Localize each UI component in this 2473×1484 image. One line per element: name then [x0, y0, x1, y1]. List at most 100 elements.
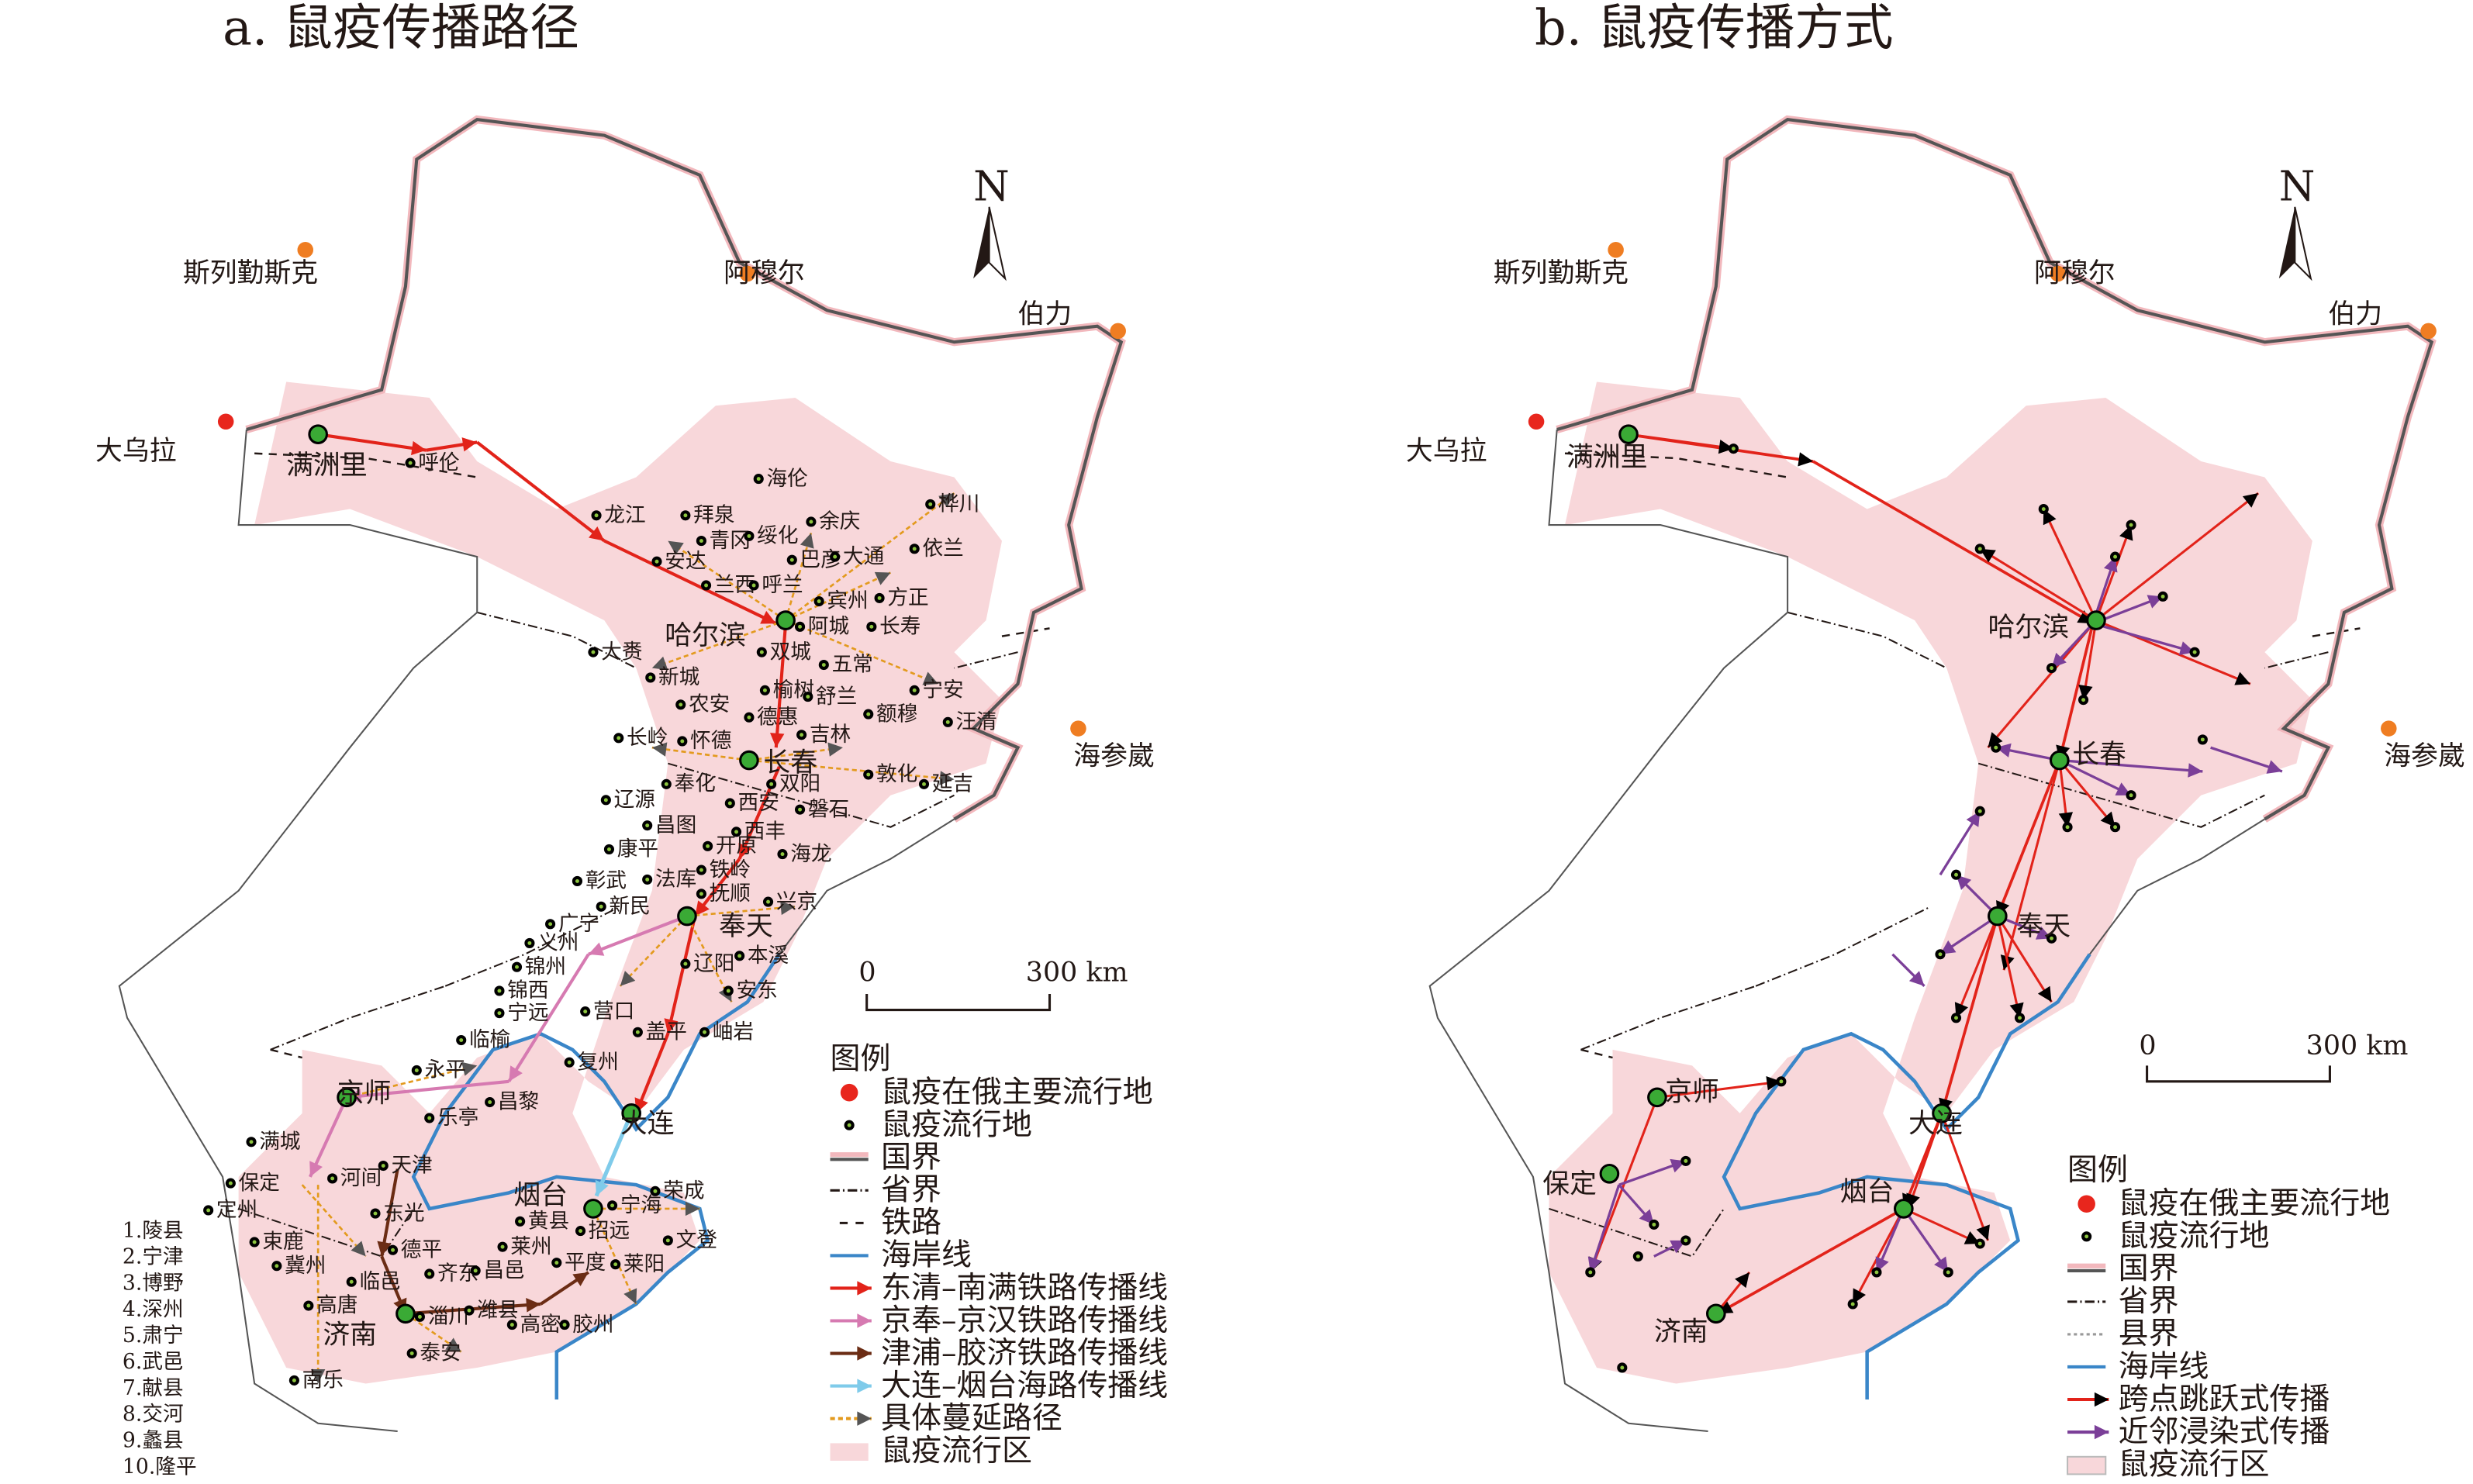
jump-spread-arrow	[2042, 508, 2098, 621]
plague-site-center	[2081, 698, 2086, 702]
place-label: 双城	[770, 640, 811, 664]
plague-site-center	[500, 1244, 505, 1249]
place-label: 新民	[609, 894, 650, 918]
place-label: 抚顺	[710, 882, 751, 906]
route-jingfeng-jinghan-head	[509, 1065, 523, 1082]
numbered-county-item: 6.武邑	[123, 1350, 184, 1374]
plague-site-center	[759, 650, 764, 654]
plague-site-center	[683, 513, 688, 518]
jump-spread-arrow-head	[1853, 1288, 1867, 1304]
jump-spread-arrow	[1716, 1207, 1905, 1315]
place-label: 本溪	[748, 944, 789, 968]
jump-spread-arrow	[2057, 623, 2095, 761]
place-label: 磐石	[808, 797, 849, 821]
north-arrow-icon: N	[2278, 163, 2315, 281]
neighbor-spread-arrow	[1589, 1184, 1621, 1273]
plague-site-center	[1977, 547, 1982, 551]
route-specific-spread-head	[623, 1288, 637, 1304]
plague-site-center	[653, 1189, 658, 1193]
plague-site-center	[821, 663, 826, 667]
jump-spread-arrow	[1940, 916, 1999, 1114]
numbered-county-item: 7.献县	[123, 1376, 184, 1400]
russia-city-label: 阿穆尔	[724, 257, 805, 288]
route-dongqing-nanman-head	[695, 900, 710, 916]
plague-site-center	[912, 688, 917, 692]
place-label: 乐亭	[437, 1106, 478, 1130]
russia-city-label: 伯力	[1018, 299, 1072, 330]
plague-site-center	[751, 583, 756, 588]
jump-spread-arrow	[1940, 1113, 1989, 1241]
place-label: 南乐	[302, 1368, 344, 1393]
russia-city-icon	[2078, 1195, 2095, 1213]
plague-site-center	[527, 940, 532, 945]
place-label: 宁远	[507, 1001, 548, 1025]
hub-city-marker	[739, 750, 759, 771]
route-specific-spread	[785, 492, 955, 622]
legend-symbol-6	[2067, 1392, 2109, 1407]
place-label: 盖平	[646, 1020, 687, 1044]
hub-city-marker	[1618, 424, 1639, 444]
route-specific-spread-head	[651, 656, 668, 671]
hub-city-marker	[337, 1087, 357, 1108]
place-label: 龙江	[604, 503, 645, 527]
place-label: 河间	[340, 1166, 382, 1190]
plague-site-center	[606, 847, 611, 851]
place-label: 定州	[216, 1198, 257, 1222]
plague-site-center	[869, 624, 874, 629]
legend-symbol-7	[830, 1313, 872, 1328]
plague-site-center	[877, 595, 882, 600]
plague-site-center	[591, 650, 596, 654]
plague-site-center	[330, 1176, 335, 1181]
russia-city-label: 大乌拉	[1406, 436, 1487, 467]
hub-city-marker	[1647, 1087, 1667, 1108]
route-jingfeng-jinghan-head	[309, 1161, 323, 1177]
plague-site-center	[1994, 745, 1998, 750]
place-label: 淄川	[428, 1305, 469, 1329]
jump-spread-arrow-head	[2100, 811, 2116, 827]
plague-site-center	[2113, 554, 2118, 559]
hub-city-marker	[2049, 750, 2070, 771]
hub-city-label: 大连	[1908, 1108, 1963, 1139]
place-label: 延吉	[932, 772, 973, 796]
place-label: 德惠	[757, 705, 798, 729]
place-label: 昌黎	[498, 1090, 539, 1114]
plague-site-center	[575, 878, 579, 883]
jump-spread-arrow	[1955, 915, 1999, 1019]
route-dongqing-nanman	[774, 623, 788, 748]
arrow-icon-head	[857, 1281, 872, 1296]
route-specific-spread-head	[874, 571, 891, 585]
route-specific-spread-head	[922, 671, 938, 685]
place-label: 岫岩	[713, 1020, 754, 1044]
russia-city-label: 海参崴	[1073, 741, 1155, 772]
place-label: 吉林	[810, 723, 851, 747]
plague-site-center	[567, 1060, 572, 1065]
route-specific-spread	[785, 571, 892, 622]
plague-site-center	[1977, 809, 1982, 813]
plague-site-center	[922, 782, 926, 786]
route-dongqing-nanman-head	[738, 843, 752, 859]
plague-site-center	[2065, 825, 2070, 830]
plague-site-center	[664, 782, 668, 786]
route-jinpu-jiaoji-head	[572, 1272, 589, 1286]
place-label: 营口	[593, 999, 634, 1023]
place-label: 法库	[655, 868, 696, 892]
place-label: 桦川	[938, 492, 979, 516]
plague-site-center	[2084, 1234, 2089, 1239]
plague-site-center	[769, 782, 774, 786]
numbered-county-item: 1.陵县	[123, 1219, 184, 1243]
place-label: 昌图	[655, 813, 696, 837]
legend-item-label: 鼠疫在俄主要流行地	[881, 1075, 1153, 1110]
russia-city-label: 海参崴	[2384, 741, 2465, 772]
plague-site-center	[2192, 650, 2197, 654]
plague-site-center	[427, 1272, 432, 1276]
place-label: 彰武	[585, 869, 627, 893]
legend-symbol-1	[2081, 1231, 2092, 1242]
route-specific-spread	[686, 915, 733, 1003]
hub-city-label: 哈尔滨	[665, 620, 746, 651]
legend-title: 图例	[2067, 1153, 2128, 1188]
plague-site-center	[727, 801, 732, 806]
plague-site-center	[683, 961, 688, 966]
plague-site-center	[648, 675, 653, 680]
plague-site-center	[459, 1038, 464, 1042]
plague-site-center	[699, 892, 703, 896]
